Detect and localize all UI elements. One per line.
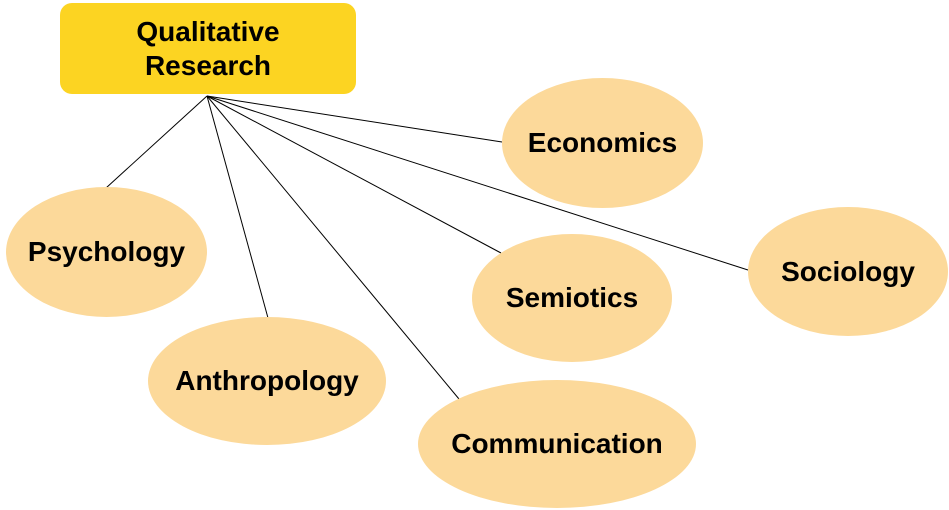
node-label-psychology: Psychology xyxy=(27,236,186,267)
connector-economics xyxy=(206,95,503,143)
connector-anthropology xyxy=(206,95,269,319)
root-node-label: Qualitative Research xyxy=(136,15,280,81)
node-label-anthropology: Anthropology xyxy=(175,365,359,396)
root-node-qualitative-research: Qualitative Research xyxy=(60,3,356,94)
node-psychology: Psychology xyxy=(6,187,207,317)
node-label-semiotics: Semiotics xyxy=(505,282,639,313)
connector-sociology xyxy=(206,95,749,271)
node-sociology: Sociology xyxy=(748,207,948,336)
node-label-communication: Communication xyxy=(451,428,663,459)
node-communication: Communication xyxy=(418,380,696,508)
connector-psychology xyxy=(105,95,208,189)
connector-semiotics xyxy=(206,95,502,254)
connector-communication xyxy=(206,95,460,400)
node-anthropology: Anthropology xyxy=(148,317,386,445)
node-economics: Economics xyxy=(502,78,703,208)
node-label-sociology: Sociology xyxy=(781,255,915,287)
node-semiotics: Semiotics xyxy=(472,234,672,362)
node-label-economics: Economics xyxy=(527,127,678,158)
